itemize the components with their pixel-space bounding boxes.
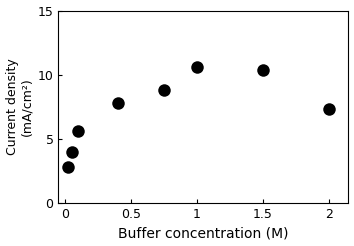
Point <box>75 129 81 133</box>
Point <box>194 65 200 69</box>
Point <box>260 68 266 72</box>
Point <box>326 108 331 111</box>
X-axis label: Buffer concentration (M): Buffer concentration (M) <box>118 227 289 240</box>
Point <box>65 165 71 169</box>
Point <box>115 101 121 105</box>
Y-axis label: Current density
(mA/cm²): Current density (mA/cm²) <box>6 58 34 155</box>
Point <box>161 88 167 92</box>
Point <box>69 150 74 154</box>
